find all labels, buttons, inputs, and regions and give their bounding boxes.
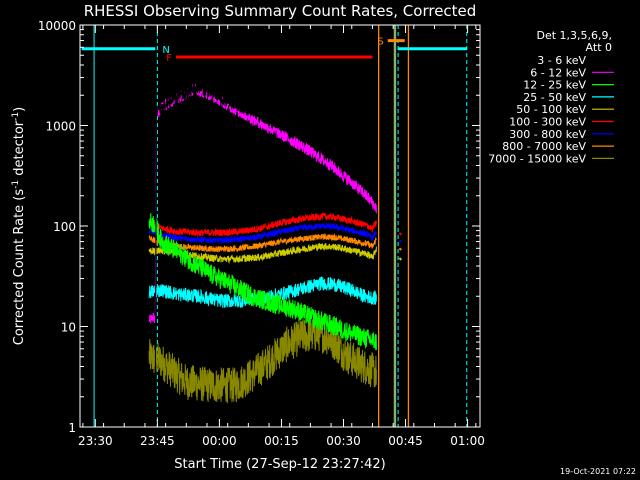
flag-label-F: F — [166, 53, 172, 64]
series-line — [148, 212, 377, 238]
post-gap-segment — [398, 239, 402, 243]
x-tick-label: 23:45 — [140, 434, 175, 448]
post-gap-segment — [398, 232, 403, 236]
legend-header-attenuator: Att 0 — [586, 41, 612, 54]
y-tick-label: 10000 — [38, 19, 76, 33]
x-tick-label: 23:30 — [78, 434, 113, 448]
y-tick-label: 1000 — [45, 120, 76, 134]
series-line — [148, 82, 377, 395]
timestamp: 19-Oct-2021 07:22 — [560, 467, 636, 476]
x-tick-label: 00:30 — [326, 434, 361, 448]
legend-entry-label: 6 - 12 keV — [530, 66, 586, 79]
x-tick-label: 00:45 — [388, 434, 423, 448]
y-tick-label: 10 — [61, 321, 76, 335]
series-line — [148, 316, 377, 404]
x-tick-label: 01:00 — [450, 434, 485, 448]
chart-title: RHESSI Observing Summary Count Rates, Co… — [84, 2, 477, 20]
series-line — [148, 222, 377, 245]
post-gap-segment — [398, 257, 403, 261]
legend-entry-label: 25 - 50 keV — [523, 91, 586, 104]
legend-header-detectors: Det 1,3,5,6,9, — [536, 29, 612, 42]
legend-entry-label: 300 - 800 keV — [509, 128, 586, 141]
x-tick-label: 00:15 — [264, 434, 299, 448]
x-tick-label: 00:00 — [202, 434, 237, 448]
flag-label-N: N — [162, 45, 169, 56]
x-axis-label: Start Time (27-Sep-12 23:27:42) — [174, 457, 385, 472]
legend-entry-label: 7000 - 15000 keV — [488, 152, 586, 165]
legend-entry-label: 3 - 6 keV — [537, 54, 586, 67]
y-tick-label: 100 — [53, 220, 76, 234]
legend-entry-label: 12 - 25 keV — [523, 79, 586, 92]
data-gap-burst — [148, 385, 152, 427]
legend-entry-label: 50 - 100 keV — [516, 103, 586, 116]
data-gap-burst — [402, 385, 406, 427]
legend-entry-label: 800 - 7000 keV — [502, 140, 586, 153]
series-line — [148, 213, 377, 351]
y-tick-label: 1 — [68, 421, 76, 435]
axes: 23:30 23:45 00:00 00:15 00:30 00:45 01:00 1 10 10… — [38, 19, 485, 448]
series-line — [148, 232, 377, 253]
legend-entry-label: 100 - 300 keV — [509, 116, 586, 129]
y-axis-label: Corrected Count Rate (s-1 detector-1) — [11, 107, 27, 345]
flag-label-S: S — [377, 37, 383, 48]
post-gap-segment — [398, 247, 402, 251]
